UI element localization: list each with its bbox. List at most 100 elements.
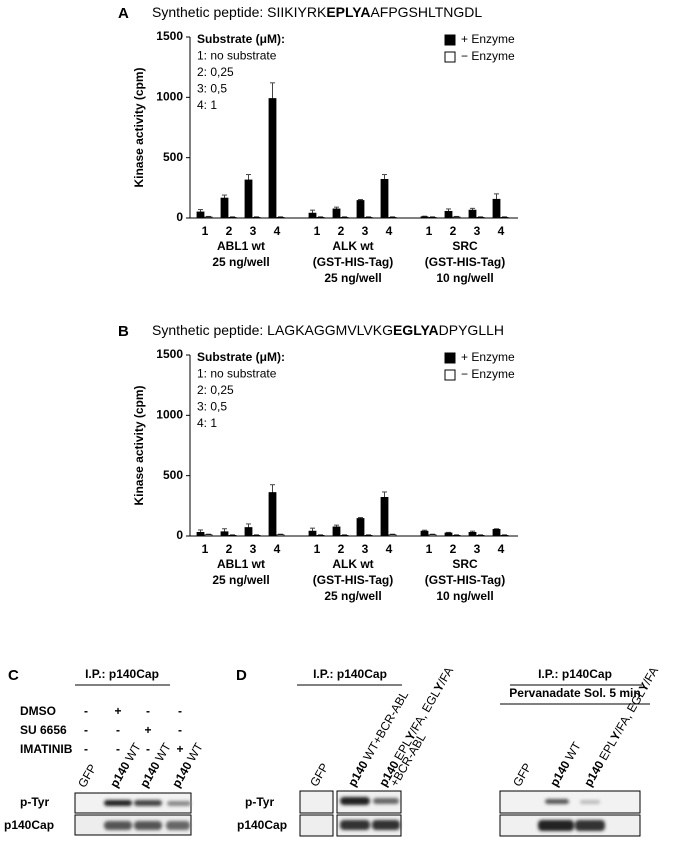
bar	[340, 534, 349, 537]
group-label: ABL1 wt	[217, 557, 265, 571]
panel-letter: C	[8, 667, 19, 684]
bar	[332, 526, 341, 537]
bar	[444, 532, 453, 537]
y-tick-label: 500	[163, 150, 183, 164]
y-axis-label: Kinase activity (cpm)	[132, 67, 146, 187]
bar	[316, 534, 325, 537]
lane-label-part: p140	[107, 759, 133, 790]
bar	[252, 534, 261, 537]
group-label: 25 ng/well	[324, 271, 381, 285]
group-label: 25 ng/well	[212, 573, 269, 587]
title-part: EGLYA	[393, 322, 439, 338]
lane-label: p140EPLY/FA, EGLY/FA	[581, 664, 661, 789]
bar	[420, 216, 429, 219]
lane-label-part: WT	[562, 739, 584, 763]
y-tick-label: 0	[176, 210, 183, 224]
annotation: 2: 0,25	[197, 65, 234, 79]
title-part: Synthetic peptide: LAGKAGGMVLVKG	[152, 322, 393, 338]
x-tick-label: 3	[474, 542, 481, 556]
y-tick-label: 1000	[156, 90, 183, 104]
group-label: ABL1 wt	[217, 239, 265, 253]
treatment-sign: -	[178, 704, 182, 718]
lane-label: p140WT	[169, 740, 206, 790]
treatment-sign: -	[84, 704, 88, 718]
group-label: (GST-HIS-Tag)	[425, 255, 505, 269]
x-tick-label: 4	[498, 542, 505, 556]
lane-label: GFP	[307, 761, 331, 789]
bar	[276, 216, 285, 219]
legend-swatch	[444, 51, 456, 63]
annotation: 3: 0,5	[197, 82, 227, 96]
x-tick-label: 1	[202, 224, 209, 238]
annotation: 3: 0,5	[197, 400, 227, 414]
bar	[228, 534, 237, 537]
ip-label: I.P.: p140Cap	[538, 667, 612, 681]
x-tick-label: 3	[362, 542, 369, 556]
row-label: p-Tyr	[20, 795, 49, 809]
bar	[444, 210, 453, 219]
x-tick-label: 3	[362, 224, 369, 238]
group-label: (GST-HIS-Tag)	[425, 573, 505, 587]
lane-label: GFP	[75, 762, 99, 790]
annotation: 4: 1	[197, 416, 217, 430]
row-label: p140Cap	[4, 818, 54, 832]
row-label: p-Tyr	[245, 795, 274, 809]
x-tick-label: 1	[426, 224, 433, 238]
bar	[340, 216, 349, 219]
x-tick-label: 2	[338, 224, 345, 238]
treatment-sign: -	[146, 704, 150, 718]
y-axis-label: Kinase activity (cpm)	[132, 385, 146, 505]
legend-label: + Enzyme	[461, 32, 515, 46]
bar	[268, 98, 277, 219]
treatment-sign: -	[116, 723, 120, 737]
bar	[204, 534, 213, 537]
bar	[332, 208, 341, 219]
x-tick-label: 3	[250, 542, 257, 556]
x-tick-label: 4	[274, 542, 281, 556]
x-tick-label: 4	[274, 224, 281, 238]
legend-label: − Enzyme	[461, 49, 515, 63]
blot	[299, 790, 641, 837]
x-tick-label: 4	[498, 224, 505, 238]
bar	[244, 179, 253, 219]
bar	[428, 534, 437, 537]
lane-label-part: p140	[137, 759, 163, 790]
legend-label: + Enzyme	[461, 350, 515, 364]
group-label: 25 ng/well	[324, 589, 381, 603]
bar	[500, 534, 509, 537]
bar	[476, 534, 485, 537]
title-part: DPYGLLH	[439, 322, 504, 338]
bar	[276, 534, 285, 537]
bar	[204, 216, 213, 219]
bar	[452, 216, 461, 219]
bar	[220, 531, 229, 537]
bar	[452, 534, 461, 537]
treatment-sign: -	[84, 742, 88, 756]
treatment-sign: +	[176, 742, 183, 756]
treatment-label: Pervanadate Sol. 5 min	[509, 686, 640, 700]
annotation: 1: no substrate	[197, 367, 277, 381]
x-tick-label: 2	[450, 542, 457, 556]
group-label: 25 ng/well	[212, 255, 269, 269]
x-tick-label: 3	[250, 224, 257, 238]
lane-label-part: p140	[547, 758, 573, 789]
treatment-label: DMSO	[20, 704, 56, 718]
annotation: Substrate (μM):	[197, 350, 285, 364]
bar	[500, 216, 509, 219]
lane-label: GFP	[510, 761, 534, 789]
bar	[388, 216, 397, 219]
bar	[356, 200, 365, 219]
lane-label-part: GFP	[510, 761, 534, 789]
y-tick-label: 1500	[156, 347, 183, 361]
x-tick-label: 1	[202, 542, 209, 556]
bar	[220, 197, 229, 219]
lane-label-part: WT	[122, 740, 144, 764]
y-tick-label: 500	[163, 468, 183, 482]
y-tick-label: 0	[176, 528, 183, 542]
title-part: AFPGSHLTNGDL	[370, 4, 482, 20]
annotation: 1: no substrate	[197, 49, 277, 63]
treatment-sign: -	[116, 742, 120, 756]
bar	[228, 216, 237, 219]
lane-label-part: /FA, EGL	[407, 687, 444, 736]
x-tick-label: 2	[338, 542, 345, 556]
